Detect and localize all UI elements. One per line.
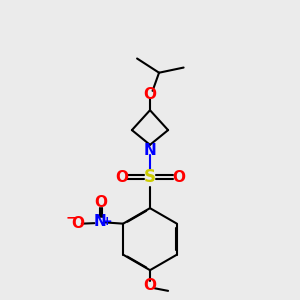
Text: S: S [144, 168, 156, 186]
Text: O: O [71, 216, 84, 231]
Text: N: N [94, 214, 106, 229]
Text: O: O [143, 87, 157, 102]
Text: −: − [66, 210, 77, 224]
Text: +: + [101, 214, 112, 228]
Text: O: O [143, 278, 157, 293]
Text: O: O [115, 169, 128, 184]
Text: N: N [144, 142, 156, 158]
Text: O: O [172, 169, 185, 184]
Text: O: O [94, 196, 107, 211]
